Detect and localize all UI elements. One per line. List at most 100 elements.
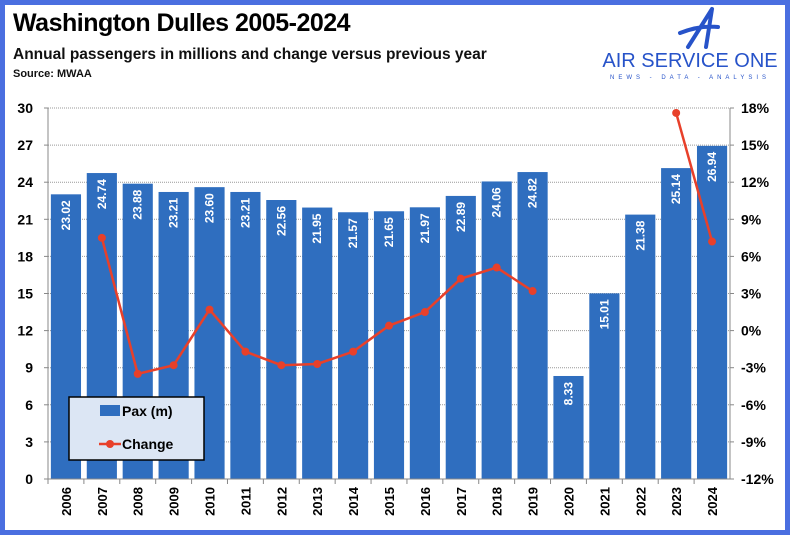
left-tick-label: 9 xyxy=(25,360,33,376)
right-tick-label: 6% xyxy=(741,248,762,264)
bar-data-label: 23.21 xyxy=(238,198,252,228)
change-point-2011 xyxy=(241,347,250,356)
x-tick-label: 2009 xyxy=(167,487,182,516)
x-tick-label: 2020 xyxy=(561,487,576,516)
change-point-2007 xyxy=(97,233,106,242)
change-point-2009 xyxy=(169,361,178,370)
left-tick-label: 3 xyxy=(25,434,33,450)
right-tick-label: 12% xyxy=(741,174,770,190)
bar-data-label: 21.38 xyxy=(633,220,647,250)
left-tick-label: 24 xyxy=(17,174,33,190)
legend-bar-swatch xyxy=(100,405,120,416)
bar-data-label: 23.02 xyxy=(59,200,73,230)
bar-data-label: 15.01 xyxy=(597,299,611,329)
x-tick-label: 2008 xyxy=(131,487,146,516)
change-point-2008 xyxy=(133,369,142,378)
x-tick-label: 2018 xyxy=(490,487,505,516)
change-point-2015 xyxy=(385,321,393,330)
right-tick-label: -12% xyxy=(741,471,774,487)
right-tick-label: -9% xyxy=(741,434,766,450)
x-tick-label: 2010 xyxy=(203,487,218,516)
bar-data-label: 22.56 xyxy=(274,206,288,236)
x-tick-label: 2024 xyxy=(705,486,720,516)
bar-2011 xyxy=(230,191,261,479)
right-tick-label: 3% xyxy=(741,286,762,302)
x-tick-label: 2011 xyxy=(238,487,253,515)
bar-2016 xyxy=(409,207,440,480)
right-tick-label: 0% xyxy=(741,323,762,339)
left-tick-label: 30 xyxy=(17,100,33,116)
legend-label-pax: Pax (m) xyxy=(122,403,173,419)
legend-label-change: Change xyxy=(122,436,174,452)
change-point-2012 xyxy=(277,361,286,370)
bar-data-label: 21.97 xyxy=(418,213,432,243)
bar-2019 xyxy=(517,172,548,479)
x-tick-label: 2006 xyxy=(59,487,74,516)
bar-data-label: 24.82 xyxy=(526,178,540,208)
bar-2015 xyxy=(373,211,405,480)
bar-data-label: 25.14 xyxy=(669,174,683,204)
left-tick-label: 18 xyxy=(17,248,33,264)
right-tick-label: -6% xyxy=(741,397,766,413)
change-point-2023 xyxy=(672,108,681,117)
left-tick-label: 6 xyxy=(25,397,33,413)
x-tick-label: 2019 xyxy=(526,487,541,516)
x-tick-label: 2017 xyxy=(454,487,469,516)
right-tick-label: 9% xyxy=(741,211,762,227)
left-tick-label: 12 xyxy=(17,323,33,339)
bar-data-label: 23.88 xyxy=(131,189,145,219)
chart-title: Washington Dulles 2005-2024 xyxy=(13,9,351,37)
change-point-2018 xyxy=(492,263,501,272)
bar-2024 xyxy=(696,145,728,480)
bar-data-label: 22.89 xyxy=(454,202,468,232)
x-tick-label: 2012 xyxy=(274,487,289,516)
bar-2014 xyxy=(338,212,369,479)
bar-2023 xyxy=(661,168,692,480)
change-point-2013 xyxy=(313,359,322,368)
change-point-2024 xyxy=(708,237,717,246)
left-tick-label: 27 xyxy=(17,137,33,153)
bar-2017 xyxy=(445,195,476,479)
bar-data-label: 23.21 xyxy=(167,198,181,228)
bar-2018 xyxy=(481,181,512,479)
logo-tagline: NEWS - DATA - ANALYSIS xyxy=(609,75,770,81)
legend-box xyxy=(68,396,205,461)
logo-a-icon xyxy=(678,7,720,49)
chart-subtitle: Annual passengers in millions and change… xyxy=(13,46,487,63)
bar-data-label: 24.06 xyxy=(490,187,504,217)
x-tick-label: 2022 xyxy=(633,487,648,516)
x-tick-label: 2021 xyxy=(597,487,612,516)
bar-2022 xyxy=(625,214,656,480)
left-tick-label: 0 xyxy=(25,471,33,487)
x-tick-label: 2023 xyxy=(669,487,684,516)
bar-2021 xyxy=(589,293,620,479)
change-point-2017 xyxy=(456,274,465,283)
legend-line-marker xyxy=(106,440,114,448)
chart-source: Source: MWAA xyxy=(13,68,92,80)
change-point-2014 xyxy=(349,347,358,356)
change-point-2010 xyxy=(205,305,214,314)
left-tick-label: 15 xyxy=(17,286,33,302)
bar-2020 xyxy=(553,375,584,479)
x-tick-label: 2013 xyxy=(310,487,325,516)
x-tick-label: 2016 xyxy=(418,487,433,516)
air-service-one-logo: AIR SERVICE ONE NEWS - DATA - ANALYSIS xyxy=(600,5,780,85)
bar-data-label: 21.95 xyxy=(310,213,324,243)
bar-data-label: 24.74 xyxy=(95,179,109,209)
change-point-2016 xyxy=(420,308,429,317)
x-tick-label: 2015 xyxy=(382,487,397,516)
x-tick-label: 2014 xyxy=(346,486,361,516)
right-tick-label: 15% xyxy=(741,137,770,153)
right-tick-label: -3% xyxy=(741,360,766,376)
logo-name: AIR SERVICE ONE xyxy=(602,50,778,72)
bar-data-label: 21.57 xyxy=(346,218,360,248)
left-tick-label: 21 xyxy=(17,211,33,227)
right-tick-label: 18% xyxy=(741,100,770,116)
change-line-segment xyxy=(674,112,714,242)
bar-data-label: 23.60 xyxy=(203,193,217,223)
x-tick-label: 2007 xyxy=(95,487,110,516)
change-point-2019 xyxy=(528,287,537,296)
bar-2012 xyxy=(266,200,297,479)
bar-2013 xyxy=(302,207,333,479)
